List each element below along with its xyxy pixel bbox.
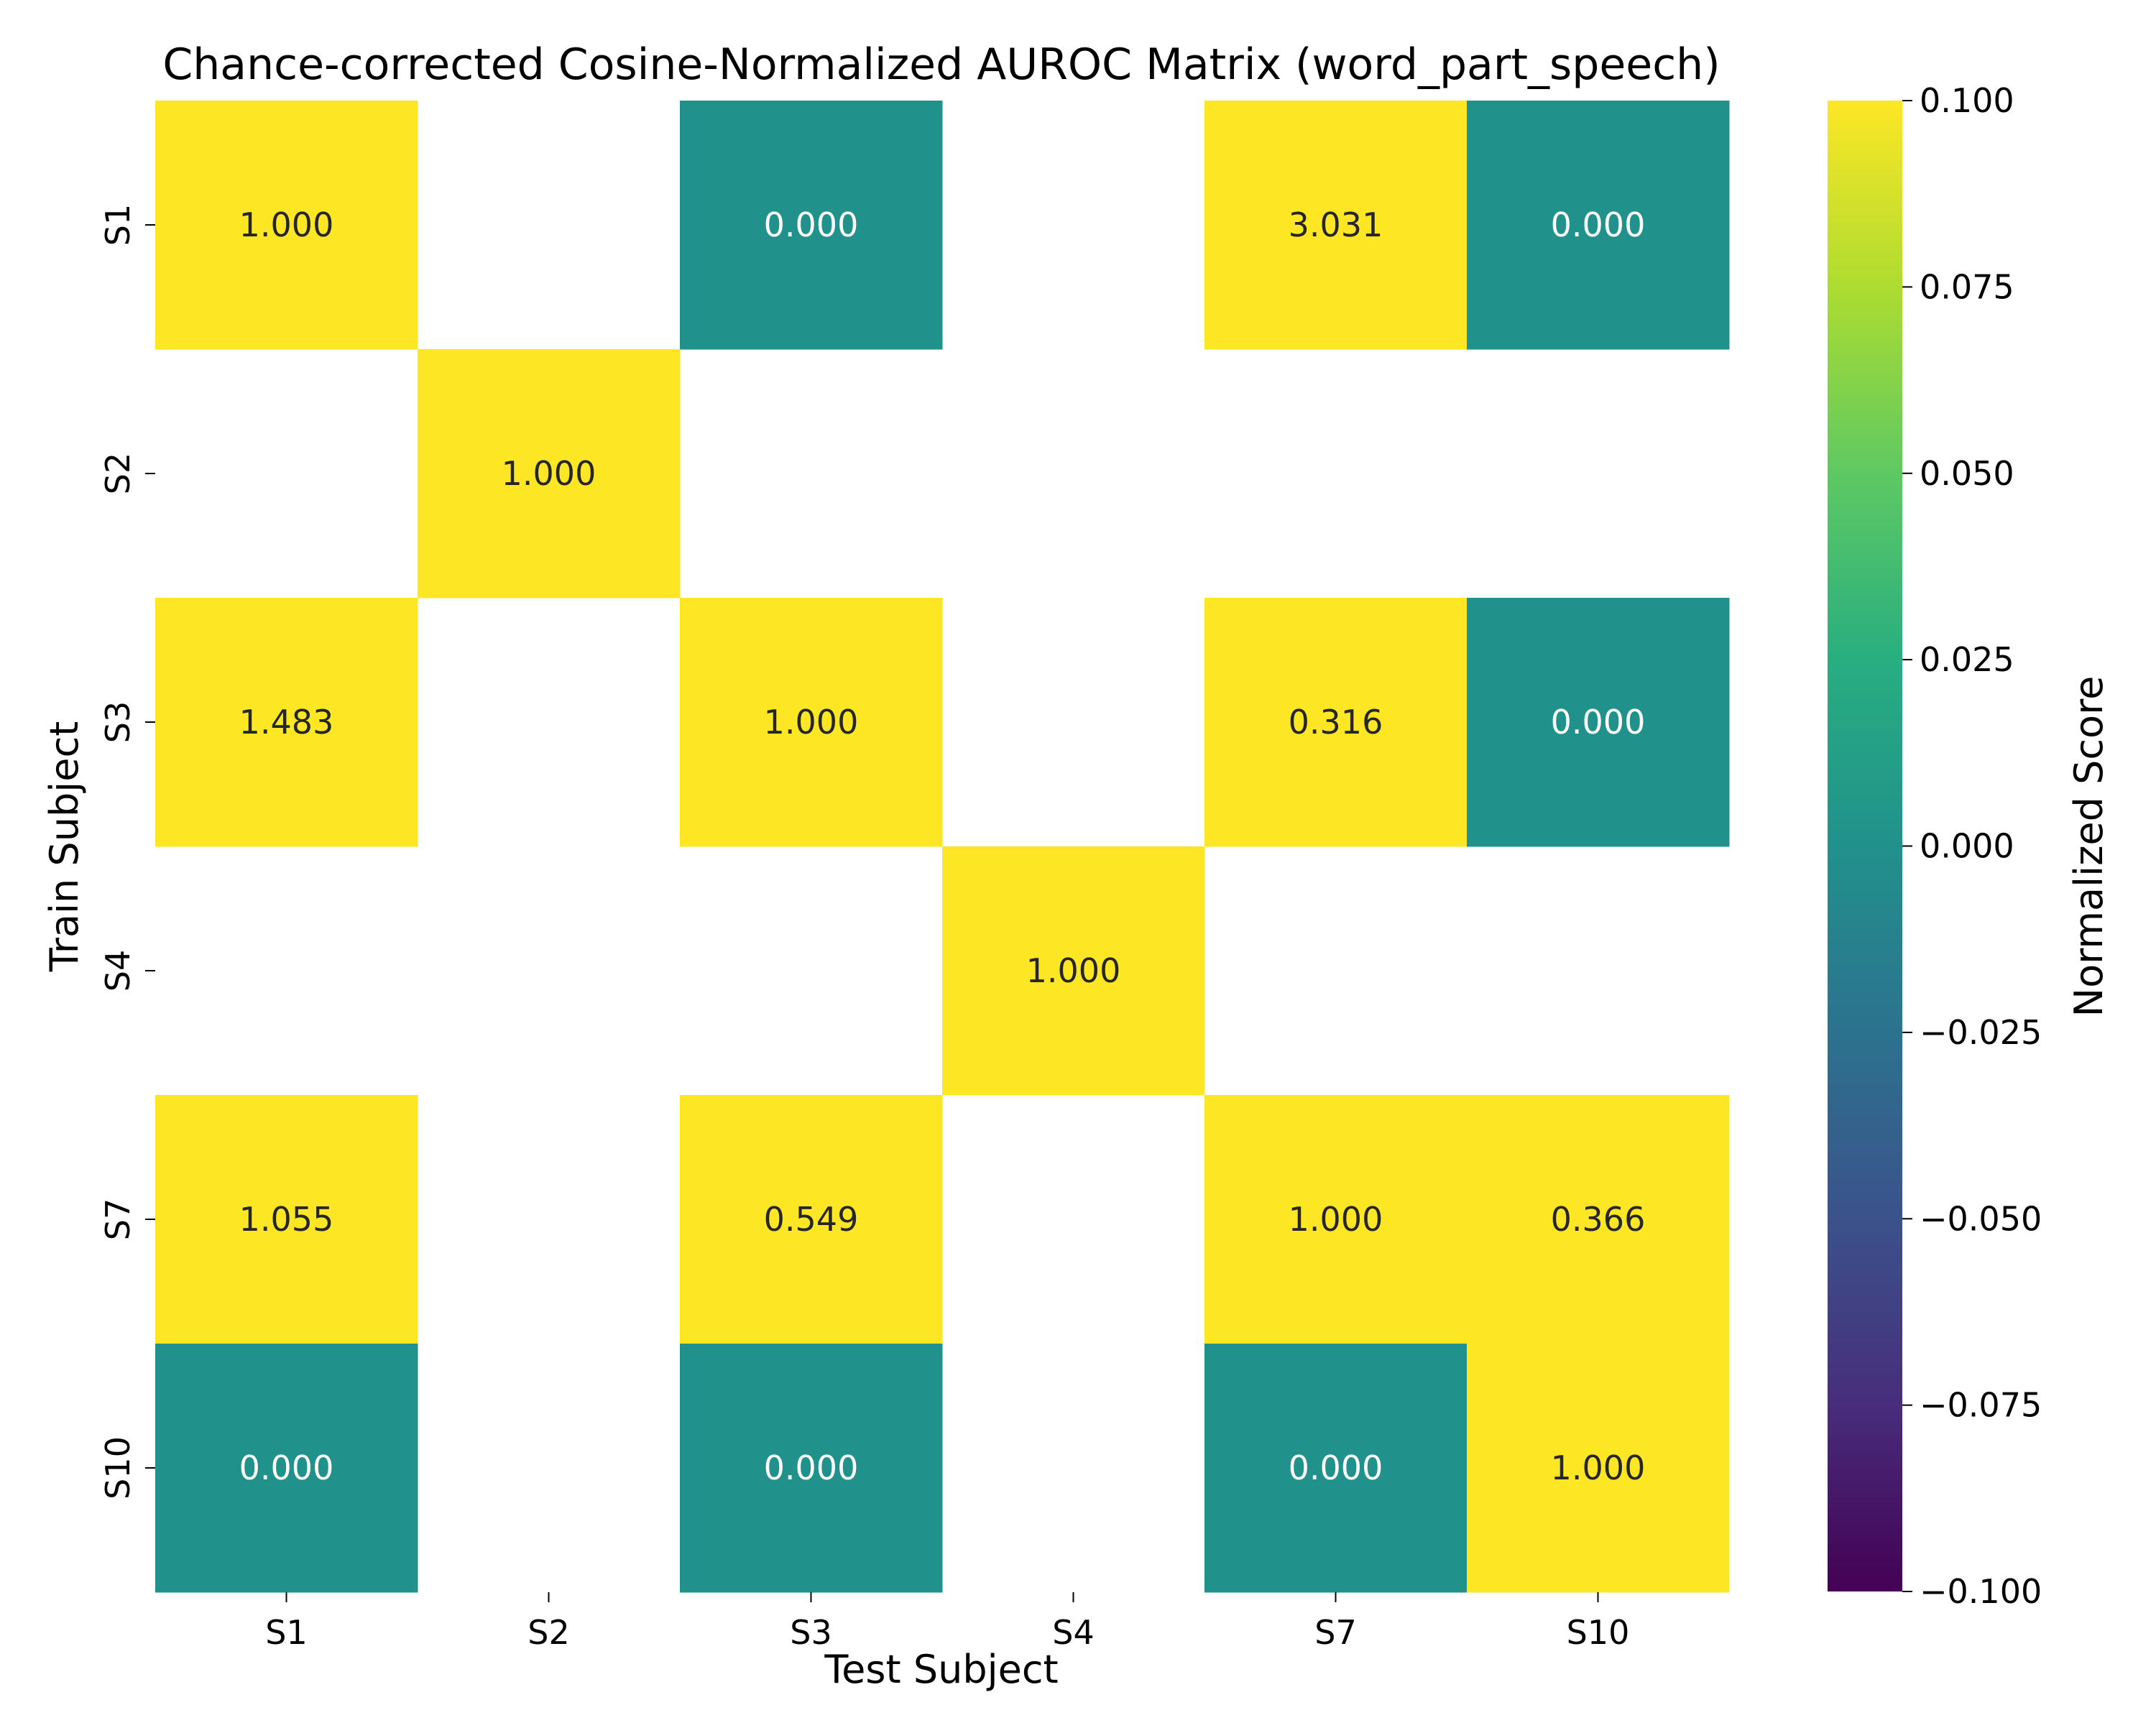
cell-value-label: 0.366 bbox=[1551, 1200, 1646, 1239]
heatmap-cell bbox=[1467, 598, 1730, 847]
x-tick-label: S4 bbox=[1052, 1613, 1094, 1652]
heatmap-cell bbox=[155, 598, 418, 847]
cell-value-label: 0.000 bbox=[239, 1449, 334, 1487]
x-tick-label: S7 bbox=[1314, 1613, 1356, 1652]
y-tick-label: S2 bbox=[98, 453, 137, 494]
heatmap-cell bbox=[680, 598, 943, 847]
y-tick-label: S3 bbox=[98, 701, 137, 743]
cell-value-label: 0.000 bbox=[1551, 703, 1646, 741]
heatmap-cell bbox=[418, 349, 681, 599]
y-tick-label: S10 bbox=[98, 1436, 137, 1500]
colorbar-tick-label: −0.075 bbox=[1920, 1386, 2042, 1425]
y-tick-label: S4 bbox=[98, 950, 137, 992]
colorbar-tick-label: −0.025 bbox=[1920, 1013, 2042, 1052]
cell-value-label: 0.000 bbox=[1551, 205, 1646, 244]
cell-value-label: 1.000 bbox=[764, 703, 859, 741]
heatmap-cell bbox=[1204, 598, 1468, 847]
heatmap-cell bbox=[1467, 1095, 1730, 1344]
heatmap-cell bbox=[155, 1344, 418, 1593]
heatmap-cell bbox=[1204, 101, 1468, 350]
colorbar-tick-label: 0.025 bbox=[1920, 640, 2014, 679]
heatmap-cell bbox=[680, 1344, 943, 1593]
x-tick-label: S2 bbox=[528, 1613, 569, 1652]
cell-value-label: 0.000 bbox=[764, 1449, 859, 1487]
heatmap-cell bbox=[680, 1095, 943, 1344]
cell-value-label: 0.000 bbox=[764, 205, 859, 244]
cell-value-label: 1.000 bbox=[502, 454, 596, 493]
x-tick-label: S3 bbox=[790, 1613, 831, 1652]
cell-value-label: 0.549 bbox=[764, 1200, 859, 1239]
cell-value-label: 3.031 bbox=[1289, 205, 1383, 244]
x-tick-label: S1 bbox=[265, 1613, 307, 1652]
x-axis-label: Test Subject bbox=[824, 1647, 1058, 1692]
heatmap-cell bbox=[942, 846, 1205, 1096]
chart-title: Chance-corrected Cosine-Normalized AUROC… bbox=[162, 40, 1720, 90]
colorbar-tick-label: −0.050 bbox=[1920, 1199, 2042, 1238]
colorbar-tick-label: 0.050 bbox=[1920, 454, 2014, 493]
cell-value-label: 1.483 bbox=[239, 703, 334, 741]
heatmap-cell bbox=[680, 101, 943, 350]
y-tick-label: S1 bbox=[98, 204, 137, 246]
cell-value-label: 1.055 bbox=[239, 1200, 334, 1239]
cell-value-label: 0.316 bbox=[1289, 703, 1383, 741]
x-tick-label: S10 bbox=[1567, 1613, 1630, 1652]
heatmap-cell bbox=[1204, 1344, 1468, 1593]
colorbar-tick-label: 0.000 bbox=[1920, 827, 2014, 866]
y-tick-label: S7 bbox=[98, 1198, 137, 1240]
heatmap-cell bbox=[1467, 1344, 1730, 1593]
heatmap-cell bbox=[1204, 1095, 1468, 1344]
cell-value-label: 1.000 bbox=[1026, 951, 1121, 990]
colorbar-tick-label: 0.100 bbox=[1920, 81, 2014, 120]
heatmap-cell bbox=[1467, 101, 1730, 350]
cell-value-label: 1.000 bbox=[1551, 1449, 1646, 1487]
cell-value-label: 1.000 bbox=[1289, 1200, 1383, 1239]
heatmap-cell bbox=[155, 1095, 418, 1344]
colorbar bbox=[1828, 101, 1902, 1591]
cell-value-label: 0.000 bbox=[1289, 1449, 1383, 1487]
y-axis-label: Train Subject bbox=[42, 721, 87, 973]
colorbar-label: Normalized Score bbox=[2066, 676, 2111, 1017]
heatmap-cell bbox=[155, 101, 418, 350]
colorbar-tick-label: 0.075 bbox=[1920, 267, 2014, 306]
cell-value-label: 1.000 bbox=[239, 205, 334, 244]
colorbar-tick-label: −0.100 bbox=[1920, 1572, 2042, 1611]
